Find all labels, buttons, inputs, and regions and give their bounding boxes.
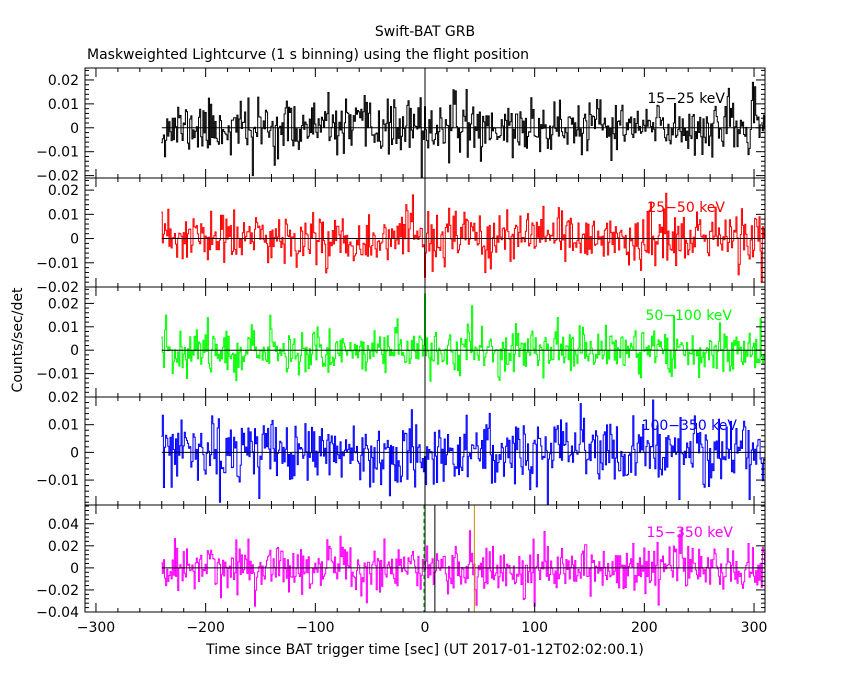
y-tick-label: 0	[70, 445, 79, 461]
y-tick-label: 0.02	[48, 539, 79, 555]
panel-25-50: 0.02 0.01 0 −0.01 −0.02 25−50 keV	[36, 177, 766, 296]
x-tick-label: 0	[421, 620, 430, 636]
series-line-15-350	[161, 528, 765, 607]
y-tick-label: −0.01	[36, 367, 79, 383]
x-tick-label: 300	[741, 620, 768, 636]
y-tick-label: −0.04	[36, 605, 79, 621]
y-tick-label: 0.02	[48, 296, 79, 312]
chart-title: Swift-BAT GRB	[375, 24, 475, 40]
y-tick-label: −0.01	[36, 256, 79, 272]
chart-subtitle: Maskweighted Lightcurve (1 s binning) us…	[87, 47, 529, 63]
panel-15-350: 0.04 0.02 0 −0.02 −0.04 15−350 keV	[36, 504, 766, 621]
y-tick-label: 0.04	[48, 517, 79, 533]
y-tick-label: −0.02	[36, 280, 79, 296]
y-tick-label: 0.01	[48, 97, 79, 113]
x-tick-label: −100	[296, 620, 334, 636]
y-tick-label: 0.02	[48, 73, 79, 89]
y-tick-label: 0	[70, 343, 79, 359]
panels-group: 0.02 0.01 0 −0.01 −0.02 15−25 keV 0.02 0.01 0 −0.…	[36, 67, 766, 621]
band-label-100-350: 100−350 keV	[642, 418, 738, 434]
y-tick-label: 0	[70, 232, 79, 248]
x-tick-label: 200	[631, 620, 658, 636]
y-tick-label: −0.01	[36, 145, 79, 161]
panel-100-350: 0.02 0.01 0 −0.01 100−350 keV	[36, 390, 766, 506]
panel-15-25: 0.02 0.01 0 −0.01 −0.02 15−25 keV	[36, 67, 766, 185]
series-line-50-100	[161, 293, 765, 382]
series-line-25-50	[161, 192, 765, 283]
y-tick-label: −0.01	[36, 473, 79, 489]
band-label-15-350: 15−350 keV	[646, 525, 733, 541]
band-label-15-25: 15−25 keV	[647, 91, 725, 107]
x-tick-label: 100	[521, 620, 548, 636]
series-line-100-350	[161, 399, 765, 505]
y-tick-label: 0	[70, 561, 79, 577]
y-tick-label: −0.02	[36, 169, 79, 185]
y-tick-label: 0.01	[48, 418, 79, 434]
y-tick-label: 0.01	[48, 320, 79, 336]
x-axis-label: Time since BAT trigger time [sec] (UT 20…	[205, 642, 644, 658]
series-line-15-25	[161, 81, 765, 178]
x-tick-label: −200	[186, 620, 224, 636]
y-tick-label: −0.02	[36, 583, 79, 599]
x-tick-label: −300	[77, 620, 115, 636]
y-tick-label: 0.02	[48, 183, 79, 199]
y-tick-label: 0	[70, 121, 79, 137]
y-tick-label: 0.02	[48, 390, 79, 406]
y-axis-label: Counts/sec/det	[10, 287, 26, 392]
panel-50-100: 0.02 0.01 0 −0.01 50−100 keV	[36, 286, 766, 398]
y-tick-label: 0.01	[48, 207, 79, 223]
x-tick-labels: −300 −200 −100 0 100 200 300	[77, 620, 768, 636]
band-label-25-50: 25−50 keV	[647, 200, 725, 216]
band-label-50-100: 50−100 keV	[645, 308, 732, 324]
